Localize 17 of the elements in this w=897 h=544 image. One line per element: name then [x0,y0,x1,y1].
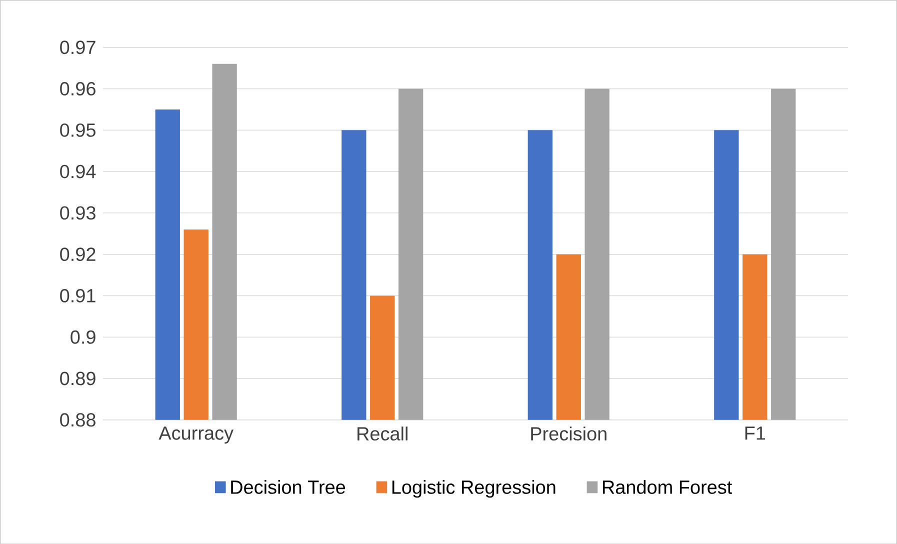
y-tick-label: 0.91 [60,288,96,302]
y-tick-label: 0.94 [60,164,96,178]
y-tick-label: 0.9 [70,330,96,344]
legend-label: Decision Tree [231,480,346,494]
y-tick-label: 0.88 [60,412,96,426]
y-tick-label: 0.95 [60,123,96,137]
y-tick-label: 0.93 [60,206,96,220]
y-tick-label: 0.92 [60,247,96,261]
x-tick-label: F1 [745,426,766,440]
legend-label: Logistic Regression [392,480,556,498]
x-tick-label: Acurracy [158,426,234,444]
y-tick-label: 0.89 [60,372,96,385]
x-tick-label: Recall [358,426,408,440]
y-tick-label: 0.96 [60,82,96,96]
y-tick-label: 0.97 [60,40,96,54]
legend-label: Random Forest [602,480,732,494]
x-tick-label: Precision [531,426,606,440]
